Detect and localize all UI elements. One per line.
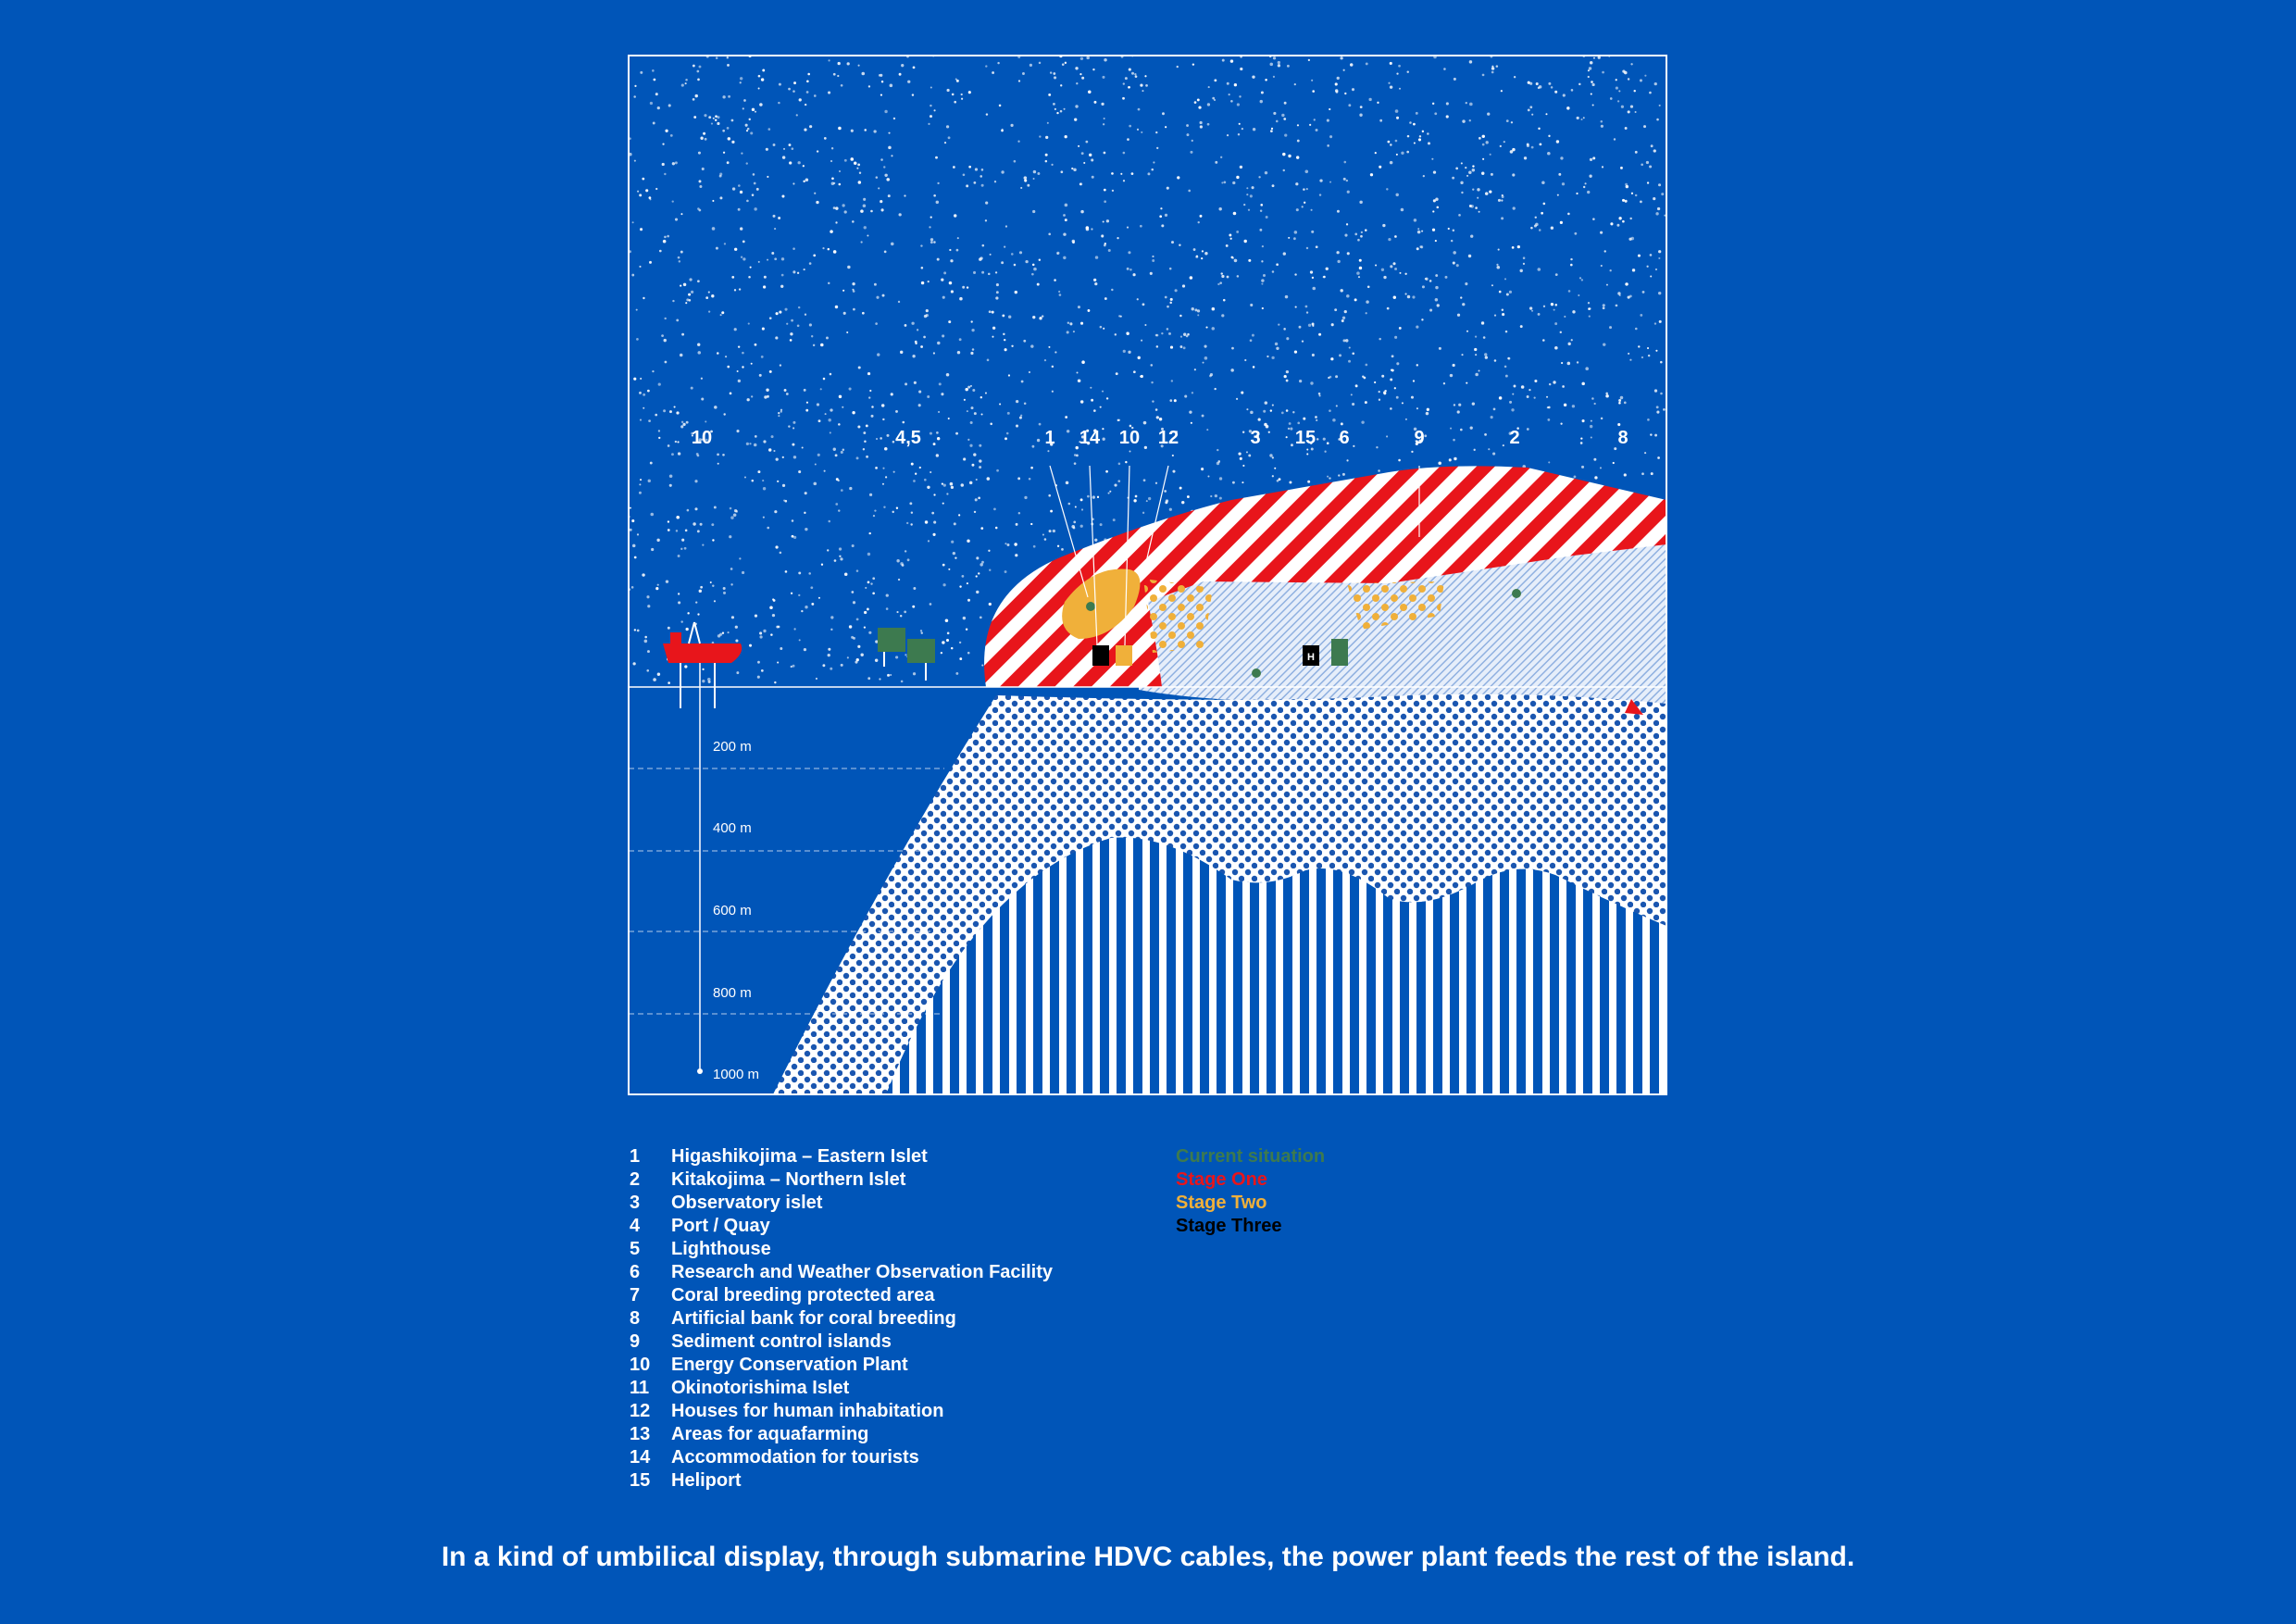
kitakojima-marker	[1512, 589, 1521, 598]
legend-text: Accommodation for tourists	[671, 1447, 919, 1468]
legend-list: 1 Higashikojima – Eastern Islet 2 Kitakojim…	[630, 1146, 1053, 1493]
legend-item: 14 Accommodation for tourists	[630, 1447, 1053, 1470]
legend-item: 4 Port / Quay	[630, 1216, 1053, 1239]
energy-plant-platform-icon	[663, 621, 742, 1074]
legend-number: 15	[630, 1470, 651, 1491]
legend-text: Port / Quay	[671, 1216, 770, 1236]
map-label: 8	[1617, 428, 1628, 448]
legend-number: 7	[630, 1285, 641, 1305]
heliport-icon	[1303, 645, 1319, 666]
legend-text: Energy Conservation Plant	[671, 1355, 908, 1375]
legend-number: 13	[630, 1424, 651, 1444]
legend-text: Heliport	[671, 1470, 742, 1491]
depth-label-200: 200 m	[713, 739, 752, 755]
legend-item: 6 Research and Weather Observation Facili…	[630, 1262, 1053, 1285]
legend-text: Sediment control islands	[671, 1331, 892, 1352]
legend-item: 3 Observatory islet	[630, 1193, 1053, 1216]
legend-item: 13 Areas for aquafarming	[630, 1424, 1053, 1447]
legend-number: 5	[630, 1239, 641, 1259]
legend-number: 11	[630, 1378, 650, 1398]
depth-label-400: 400 m	[713, 820, 752, 836]
stage-one: Stage One	[1176, 1169, 1267, 1190]
legend-item: 2 Kitakojima – Northern Islet	[630, 1169, 1053, 1193]
legend-item: 10 Energy Conservation Plant	[630, 1355, 1053, 1378]
legend-item: 5 Lighthouse	[630, 1239, 1053, 1262]
legend-text: Coral breeding protected area	[671, 1285, 935, 1305]
legend-item: 7 Coral breeding protected area	[630, 1285, 1053, 1308]
legend-number: 4	[630, 1216, 641, 1236]
legend-item: 8 Artificial bank for coral breeding	[630, 1308, 1053, 1331]
stage-legend: Current situation Stage One Stage Two St…	[1176, 1146, 1325, 1239]
map-label: 1	[1044, 428, 1055, 448]
map-label: 10	[691, 428, 713, 448]
caption: In a kind of umbilical display, through …	[441, 1542, 1855, 1572]
map-label: 10	[1118, 428, 1141, 448]
legend-text: Okinotorishima Islet	[671, 1378, 850, 1398]
legend-text: Lighthouse	[671, 1239, 771, 1259]
depth-label-1000: 1000 m	[713, 1067, 760, 1082]
stage-two-dotted-area	[1143, 579, 1213, 653]
stage-two-dotted-area	[1347, 581, 1444, 630]
diagram-frame	[628, 55, 1667, 1095]
legend-item: 9 Sediment control islands	[630, 1331, 1053, 1355]
stage-one-area	[984, 466, 1666, 687]
accommodation-icon	[1092, 645, 1109, 666]
heliport-h-mark: H	[1307, 652, 1315, 663]
legend-number: 2	[630, 1169, 641, 1190]
legend-text: Higashikojima – Eastern Islet	[671, 1146, 928, 1167]
legend-text: Houses for human inhabitation	[671, 1401, 944, 1421]
legend-number: 3	[630, 1193, 641, 1213]
legend-text: Research and Weather Observation Facilit…	[671, 1262, 1054, 1282]
legend-item: 12 Houses for human inhabitation	[630, 1401, 1053, 1424]
legend-number: 6	[630, 1262, 641, 1282]
map-label: 14	[1079, 428, 1101, 448]
port-lighthouse-icon	[878, 628, 935, 681]
map-label: 6	[1339, 428, 1350, 448]
map-label: 12	[1157, 428, 1179, 448]
stage-current: Current situation	[1176, 1146, 1326, 1167]
legend-text: Artificial bank for coral breeding	[671, 1308, 956, 1329]
depth-label-800: 800 m	[713, 985, 752, 1001]
map-label: 9	[1414, 428, 1425, 448]
legend-number: 8	[630, 1308, 641, 1329]
legend-number: 1	[630, 1146, 641, 1167]
bedrock-layer	[886, 837, 1666, 1094]
legend-text: Kitakojima – Northern Islet	[671, 1169, 906, 1190]
depth-lines	[629, 768, 944, 1015]
legend-number: 14	[630, 1447, 651, 1468]
depth-label-600: 600 m	[713, 903, 752, 918]
legend-item: 11 Okinotorishima Islet	[630, 1378, 1053, 1401]
map-label: 4,5	[895, 428, 921, 448]
map-label: 2	[1509, 428, 1520, 448]
higashikojima-marker	[1086, 602, 1095, 611]
observatory-islet-marker	[1252, 668, 1261, 678]
legend-number: 10	[630, 1355, 651, 1375]
leader-lines	[1049, 465, 1420, 646]
legend-text: Areas for aquafarming	[671, 1424, 869, 1444]
research-facility-icon	[1331, 639, 1348, 666]
legend-text: Observatory islet	[671, 1193, 823, 1213]
energy-plant-icon	[1116, 645, 1132, 666]
legend-item: 15 Heliport	[630, 1470, 1053, 1493]
legend-number: 12	[630, 1401, 651, 1421]
stage-two: Stage Two	[1176, 1193, 1267, 1213]
stage-three: Stage Three	[1176, 1216, 1282, 1236]
legend-number: 9	[630, 1331, 641, 1352]
stage-two-islet	[1062, 568, 1141, 639]
map-label: 3	[1250, 428, 1261, 448]
map-label: 15	[1294, 428, 1316, 448]
artificial-bank-icon	[1625, 699, 1643, 715]
legend-item: 1 Higashikojima – Eastern Islet	[630, 1146, 1053, 1169]
